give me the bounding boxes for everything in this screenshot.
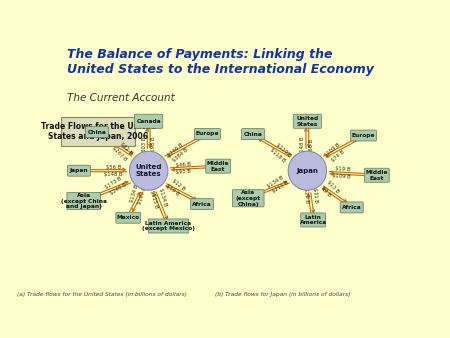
Text: $20 B: $20 B (302, 188, 309, 203)
Text: Canada: Canada (136, 119, 161, 124)
FancyBboxPatch shape (68, 165, 90, 176)
Text: Africa: Africa (342, 205, 361, 210)
Text: $215 B: $215 B (271, 180, 289, 194)
Text: $384 B: $384 B (172, 147, 189, 163)
Text: Middle
East: Middle East (207, 161, 230, 172)
Text: $198 B: $198 B (151, 137, 156, 155)
Text: $74 B: $74 B (331, 149, 346, 163)
Text: $303 B: $303 B (142, 137, 147, 155)
Text: Latin
America: Latin America (300, 215, 327, 225)
Text: Middle
East: Middle East (365, 170, 388, 180)
Text: $173 B: $173 B (104, 176, 123, 190)
Text: The Current Account: The Current Account (67, 93, 175, 103)
Text: $9 B: $9 B (320, 185, 332, 197)
Text: The Balance of Payments: Linking the
United States to the International Economy: The Balance of Payments: Linking the Uni… (67, 48, 374, 76)
Text: Japan: Japan (70, 168, 88, 173)
Text: Asia
(except China
and Japan): Asia (except China and Japan) (61, 193, 107, 209)
Text: China: China (243, 131, 262, 137)
Text: $109 B: $109 B (332, 173, 351, 179)
Text: (b) Trade flows for Japan (in billions of dollars): (b) Trade flows for Japan (in billions o… (215, 292, 351, 297)
FancyBboxPatch shape (67, 192, 100, 210)
Text: Asia
(except
China): Asia (except China) (236, 190, 261, 207)
Text: Mexico: Mexico (117, 215, 140, 220)
Text: $46 B: $46 B (175, 162, 191, 168)
Text: Trade Flows for the United
States and Japan, 2006: Trade Flows for the United States and Ja… (40, 122, 156, 141)
FancyBboxPatch shape (293, 114, 321, 128)
Text: $66 B: $66 B (310, 138, 315, 153)
Text: $62 B: $62 B (119, 142, 133, 156)
Text: $93 B: $93 B (176, 169, 192, 175)
FancyBboxPatch shape (351, 130, 376, 141)
Ellipse shape (288, 151, 327, 190)
FancyBboxPatch shape (340, 202, 363, 213)
FancyBboxPatch shape (301, 213, 325, 227)
Text: $115 B: $115 B (149, 190, 159, 209)
Text: $246 B: $246 B (109, 182, 128, 196)
Text: $19 B: $19 B (335, 166, 350, 173)
Text: $12 B: $12 B (171, 178, 186, 192)
Text: $13 B: $13 B (326, 179, 340, 194)
Text: (a) Trade flows for the United States (in billions of dollars): (a) Trade flows for the United States (i… (17, 292, 187, 297)
Text: $134 B: $134 B (266, 175, 284, 189)
Text: $119 B: $119 B (274, 142, 292, 158)
Text: Latin America
(except Mexico): Latin America (except Mexico) (142, 221, 195, 232)
Text: $134 B: $134 B (158, 188, 168, 207)
Text: China: China (87, 129, 106, 135)
Text: United
States: United States (135, 164, 162, 177)
Text: $56 B: $56 B (106, 165, 122, 170)
FancyBboxPatch shape (194, 128, 220, 139)
Text: $197 B: $197 B (138, 186, 148, 205)
FancyBboxPatch shape (148, 219, 189, 233)
FancyBboxPatch shape (116, 212, 140, 223)
FancyBboxPatch shape (232, 190, 264, 207)
FancyBboxPatch shape (364, 168, 389, 182)
FancyBboxPatch shape (206, 159, 230, 173)
FancyBboxPatch shape (62, 117, 135, 146)
FancyBboxPatch shape (191, 199, 214, 210)
Text: $246 B: $246 B (166, 142, 184, 158)
Text: $148 B: $148 B (104, 172, 123, 176)
Text: Europe: Europe (352, 133, 375, 138)
Text: $31 B: $31 B (311, 187, 318, 203)
FancyBboxPatch shape (86, 126, 108, 138)
Ellipse shape (130, 151, 168, 190)
Text: $109 B: $109 B (324, 143, 341, 159)
Text: $134 B: $134 B (129, 184, 140, 203)
Text: $148 B: $148 B (300, 137, 305, 155)
FancyBboxPatch shape (135, 114, 163, 128)
Text: Africa: Africa (192, 202, 212, 207)
Text: Japan: Japan (297, 168, 318, 174)
Text: $59 B: $59 B (165, 183, 180, 197)
Text: $267 B: $267 B (111, 145, 128, 162)
Text: United
States: United States (296, 116, 319, 127)
FancyBboxPatch shape (241, 129, 265, 140)
Text: $118 B: $118 B (269, 147, 286, 163)
Text: Europe: Europe (196, 131, 219, 137)
